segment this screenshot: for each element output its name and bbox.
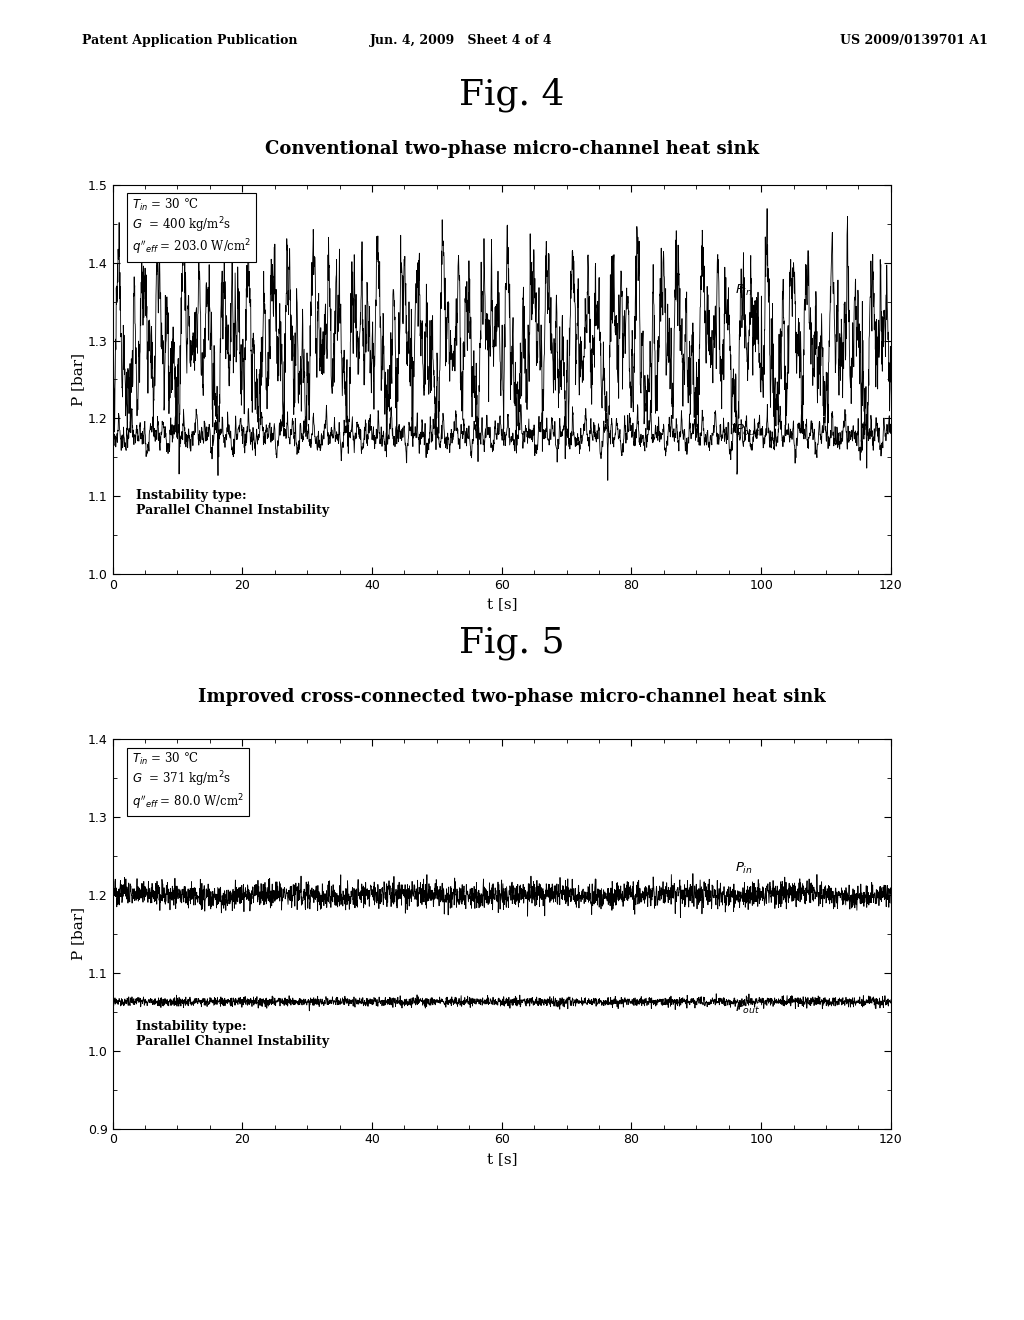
Text: US 2009/0139701 A1: US 2009/0139701 A1 bbox=[840, 34, 987, 48]
Text: Conventional two-phase micro-channel heat sink: Conventional two-phase micro-channel hea… bbox=[265, 140, 759, 158]
Text: Instability type:
Parallel Channel Instability: Instability type: Parallel Channel Insta… bbox=[136, 1019, 329, 1048]
Text: Improved cross-connected two-phase micro-channel heat sink: Improved cross-connected two-phase micro… bbox=[198, 688, 826, 706]
Y-axis label: P [bar]: P [bar] bbox=[71, 907, 85, 961]
Text: $P_{out}$: $P_{out}$ bbox=[735, 1001, 761, 1016]
Text: Instability type:
Parallel Channel Instability: Instability type: Parallel Channel Insta… bbox=[136, 488, 329, 516]
Text: $P_{out}$: $P_{out}$ bbox=[735, 422, 761, 438]
Text: Fig. 4: Fig. 4 bbox=[459, 78, 565, 112]
Text: $T_{in}$ = 30 °C
$G$  = 371 kg/m$^2$s
$q''_{eff}$ = 80.0 W/cm$^2$: $T_{in}$ = 30 °C $G$ = 371 kg/m$^2$s $q'… bbox=[132, 751, 244, 812]
Y-axis label: P [bar]: P [bar] bbox=[71, 352, 85, 407]
Text: Fig. 5: Fig. 5 bbox=[459, 626, 565, 660]
X-axis label: t [s]: t [s] bbox=[486, 598, 517, 611]
Text: $P_{in}$: $P_{in}$ bbox=[735, 282, 753, 298]
Text: $P_{in}$: $P_{in}$ bbox=[735, 861, 753, 875]
Text: $T_{in}$ = 30 °C
$G$  = 400 kg/m$^2$s
$q''_{eff}$ = 203.0 W/cm$^2$: $T_{in}$ = 30 °C $G$ = 400 kg/m$^2$s $q'… bbox=[132, 197, 251, 257]
Text: Patent Application Publication: Patent Application Publication bbox=[82, 34, 297, 48]
X-axis label: t [s]: t [s] bbox=[486, 1152, 517, 1166]
Text: Jun. 4, 2009   Sheet 4 of 4: Jun. 4, 2009 Sheet 4 of 4 bbox=[370, 34, 552, 48]
